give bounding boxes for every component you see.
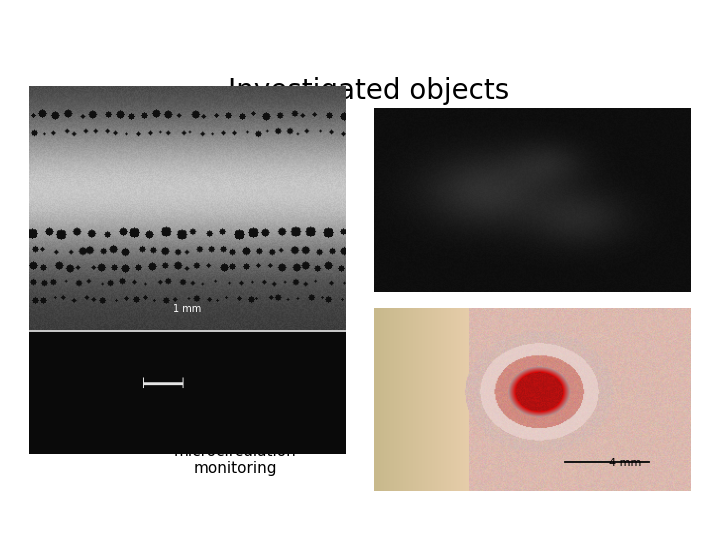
Text: 1 - Rats
microcirculation
monitoring: 1 - Rats microcirculation monitoring xyxy=(174,427,297,476)
Text: 2 – Capillary bundle with scatters flow: 2 – Capillary bundle with scatters flow xyxy=(380,148,672,163)
Text: 4 mm: 4 mm xyxy=(609,458,642,468)
Text: 1 mm: 1 mm xyxy=(173,304,202,314)
Text: 3 – human nail bed
microcirculation: 3 – human nail bed microcirculation xyxy=(430,444,576,476)
Text: Investigated objects: Investigated objects xyxy=(228,77,510,105)
